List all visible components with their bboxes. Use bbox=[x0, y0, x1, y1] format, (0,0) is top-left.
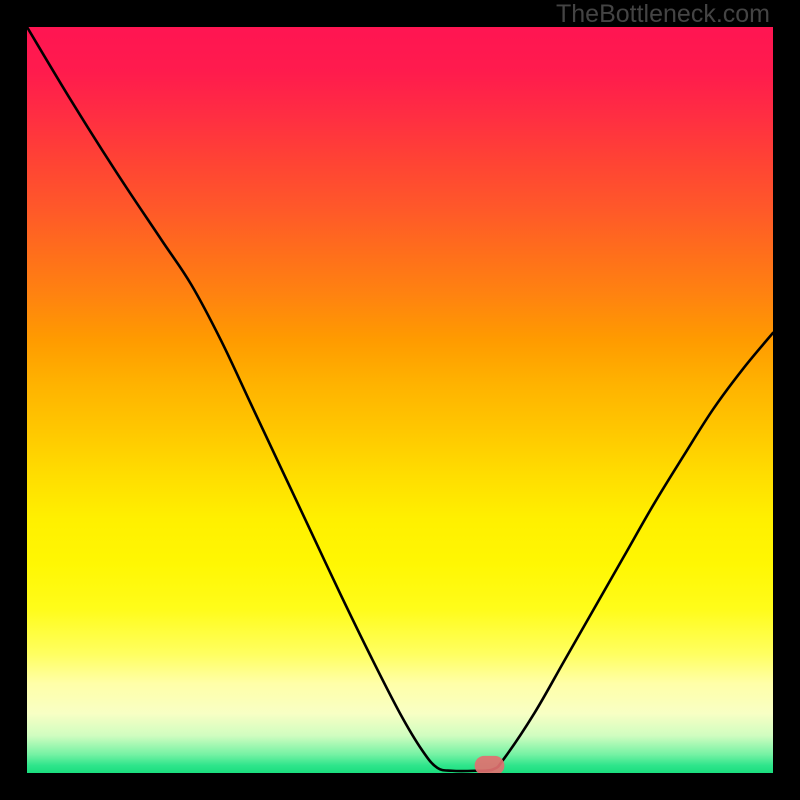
chart-background bbox=[27, 27, 773, 773]
chart-svg bbox=[27, 27, 773, 773]
optimal-point-marker bbox=[475, 756, 505, 773]
chart-plot-area bbox=[27, 27, 773, 773]
attribution-label: TheBottleneck.com bbox=[556, 0, 770, 29]
